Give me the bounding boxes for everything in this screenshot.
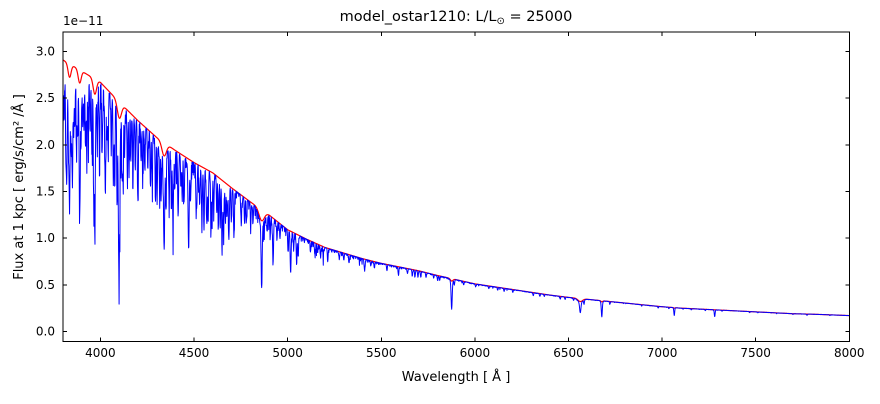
- y-tick-label: 1.5: [36, 185, 55, 199]
- y-tick-label: 3.0: [36, 45, 55, 59]
- x-tick-label: 4500: [179, 346, 210, 360]
- y-tick-label: 2.5: [36, 91, 55, 105]
- axes-frame: [62, 31, 850, 343]
- sun-symbol: ⊙: [496, 16, 504, 27]
- y-axis-label: Flux at 1 kpc [ erg/s/cm² /Å ]: [11, 94, 27, 280]
- y-tick-label: 1.0: [36, 231, 55, 245]
- tick-labels: 4000 4500 5000 5500 6000 6500 7000 7500 8000 0.0 0…: [36, 45, 865, 360]
- y-axis-offset-label: 1e−11: [63, 14, 103, 28]
- spectrum-curves: [62, 59, 850, 318]
- y-tick-label: 0.5: [36, 278, 55, 292]
- plot-title-prefix: model_ostar1210: L/L: [340, 9, 497, 25]
- x-tick-label: 6500: [553, 346, 584, 360]
- plot-title: model_ostar1210: L/L⊙ = 25000: [340, 9, 573, 27]
- x-tick-label: 4000: [85, 346, 116, 360]
- x-tick-label: 5000: [272, 346, 303, 360]
- x-tick-label: 6000: [460, 346, 491, 360]
- y-tick-label: 2.0: [36, 138, 55, 152]
- x-tick-label: 7500: [740, 346, 771, 360]
- spectrum-line: [62, 83, 850, 318]
- y-tick-label: 0.0: [36, 324, 55, 338]
- x-tick-label: 8000: [834, 346, 865, 360]
- x-tick-label: 5500: [366, 346, 397, 360]
- plot-title-suffix: = 25000: [505, 9, 573, 25]
- x-tick-label: 7000: [647, 346, 678, 360]
- x-axis-label: Wavelength [ Å ]: [402, 369, 511, 385]
- tick-marks: [63, 32, 850, 342]
